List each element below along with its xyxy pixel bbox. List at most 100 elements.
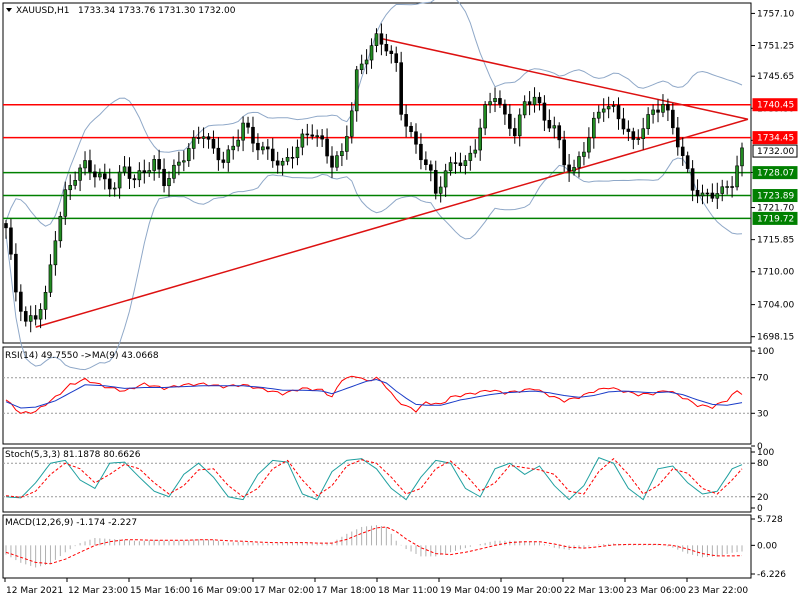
candle-body <box>275 160 280 166</box>
candle <box>295 139 300 166</box>
candle <box>256 133 260 160</box>
candle <box>680 137 685 166</box>
stochastic-label: Stoch(5,3,3) 81.1878 80.6626 <box>5 450 141 460</box>
candle-body <box>493 98 497 102</box>
candle-body <box>68 185 73 191</box>
candle-body <box>582 151 586 157</box>
candle <box>498 90 502 108</box>
candle-body <box>300 133 305 148</box>
price-tag-box <box>752 98 798 112</box>
candle <box>157 149 161 178</box>
candle <box>349 102 354 144</box>
candle <box>93 164 97 188</box>
candle <box>33 305 38 326</box>
candle-body <box>409 125 413 133</box>
candle <box>532 87 537 113</box>
rsi-panel[interactable] <box>3 375 751 414</box>
candle <box>567 153 571 182</box>
candle-body <box>88 160 92 173</box>
candle-body <box>740 147 744 167</box>
candle-body <box>285 157 290 162</box>
candle <box>527 91 532 116</box>
stoch-frame <box>2 447 752 513</box>
candle <box>369 38 374 69</box>
candle-body <box>14 253 18 293</box>
candle <box>394 46 399 72</box>
price-tick-label: 1704.00 <box>757 301 794 311</box>
candle-body <box>83 160 87 169</box>
price-tick-label: 1698.15 <box>757 333 794 343</box>
macd-tick-label: 5.728 <box>757 515 783 525</box>
price-tag-text: 1740.45 <box>757 101 794 111</box>
candle-body <box>592 117 596 139</box>
candle-body <box>522 101 527 116</box>
candle-body <box>23 311 28 322</box>
candle <box>142 159 147 184</box>
candle <box>28 305 33 333</box>
candle-body <box>226 149 231 163</box>
candle <box>389 45 394 64</box>
candle-body <box>384 43 389 52</box>
price-tag-text: 1728.07 <box>757 169 794 179</box>
candle-body <box>369 45 374 61</box>
candle <box>196 126 201 144</box>
candle <box>572 159 576 176</box>
candle-body <box>399 62 403 115</box>
candle <box>221 151 226 169</box>
candle-body <box>216 147 221 161</box>
candle-body <box>641 128 646 139</box>
candle <box>740 142 744 177</box>
candle-body <box>651 109 655 115</box>
candle <box>478 118 483 161</box>
candle <box>685 151 690 173</box>
dropdown-triangle-icon[interactable] <box>6 8 12 12</box>
candle <box>700 184 705 205</box>
macd-tick-label: 0.00 <box>757 541 777 551</box>
candle-body <box>666 104 670 111</box>
candle-body <box>468 152 473 161</box>
candle <box>621 107 626 135</box>
candle-body <box>177 161 181 166</box>
candle <box>226 145 231 172</box>
candle <box>592 112 596 149</box>
price-tick-label: 1757.10 <box>757 9 794 19</box>
candle-body <box>354 69 359 112</box>
candle <box>433 160 438 200</box>
candle-body <box>73 179 77 186</box>
candle-body <box>191 137 196 149</box>
candle <box>231 136 236 160</box>
candle <box>320 129 324 148</box>
candle-body <box>483 104 487 129</box>
candle-body <box>621 118 626 130</box>
candle-body <box>690 168 695 191</box>
candle <box>705 188 710 204</box>
candle-body <box>389 50 394 54</box>
candle-body <box>359 63 364 71</box>
candle <box>661 94 665 118</box>
candle <box>611 101 616 113</box>
candle-body <box>137 170 142 181</box>
rsi-ma-line <box>5 378 743 409</box>
candle-body <box>419 143 423 161</box>
candle-body <box>241 122 245 141</box>
candle <box>725 180 729 195</box>
candle <box>98 168 102 181</box>
candle <box>216 137 221 171</box>
price-panel[interactable] <box>3 0 751 371</box>
candle-body <box>508 113 512 129</box>
candle <box>675 117 680 156</box>
candle <box>63 181 68 225</box>
candle <box>147 162 152 177</box>
candle-body <box>394 53 399 63</box>
x-axis-label: 16 Mar 09:00 <box>192 586 252 596</box>
candle <box>463 155 468 175</box>
stochastic-panel[interactable] <box>3 456 751 501</box>
candle-body <box>320 135 324 140</box>
candle-body <box>206 136 211 140</box>
rsi-frame <box>2 346 752 445</box>
macd-panel[interactable] <box>5 525 743 568</box>
candle <box>78 164 82 192</box>
candle <box>354 65 359 122</box>
price-tag-1728-07: 1728.07 <box>752 166 798 180</box>
